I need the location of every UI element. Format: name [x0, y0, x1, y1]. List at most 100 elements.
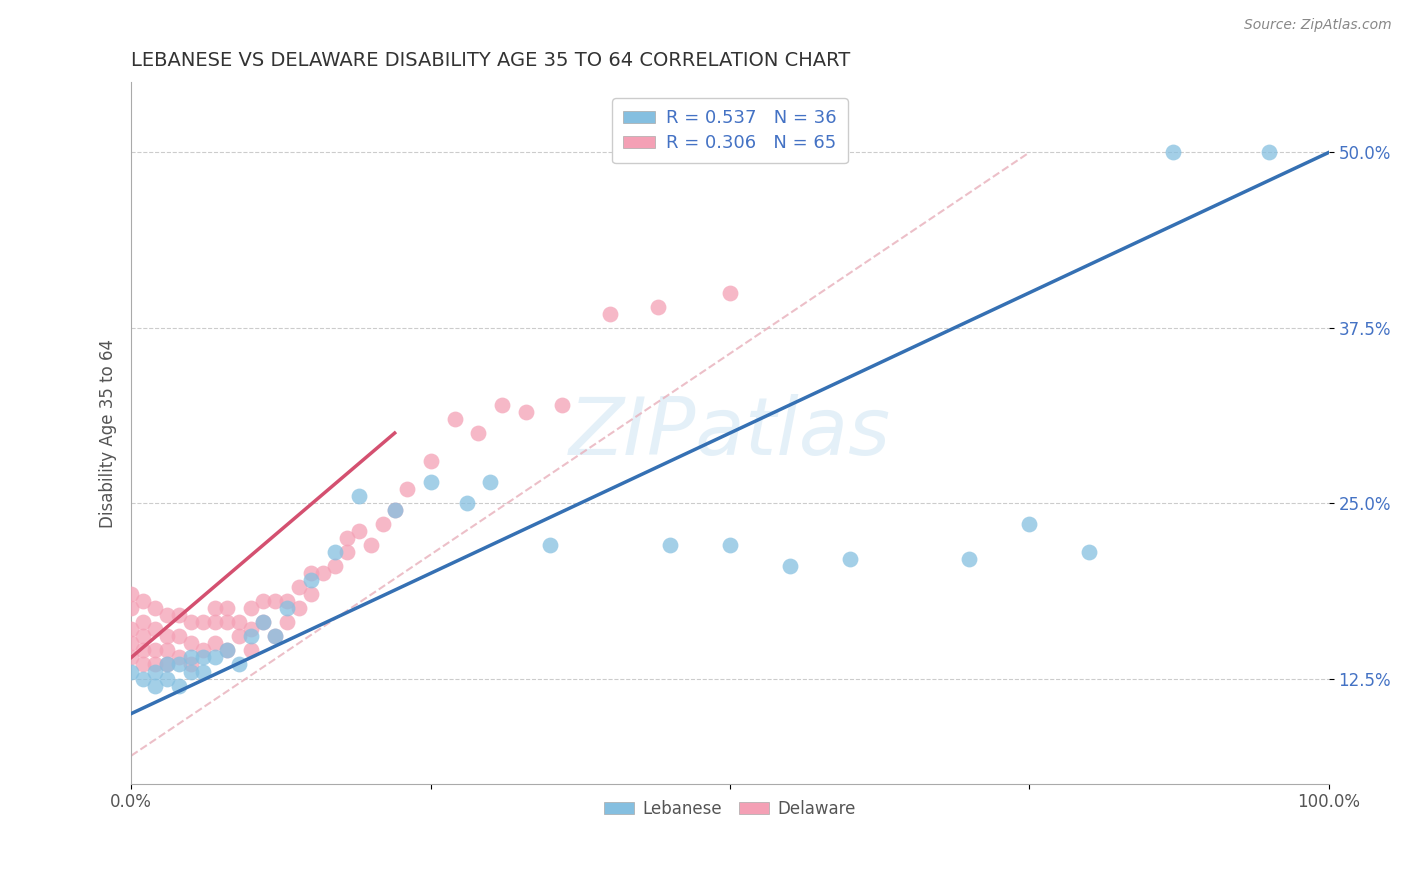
Point	[120, 665, 142, 679]
Point	[252, 594, 274, 608]
Point	[167, 608, 190, 623]
Point	[204, 650, 226, 665]
Text: Source: ZipAtlas.com: Source: ZipAtlas.com	[1244, 18, 1392, 32]
Point	[120, 623, 142, 637]
Point	[299, 574, 322, 588]
Point	[957, 552, 980, 566]
Point	[180, 650, 202, 665]
Point	[647, 300, 669, 314]
Point	[288, 580, 311, 594]
Point	[132, 615, 155, 630]
Point	[167, 679, 190, 693]
Point	[264, 594, 287, 608]
Point	[240, 630, 263, 644]
Point	[252, 615, 274, 630]
Point	[180, 665, 202, 679]
Point	[384, 503, 406, 517]
Point	[264, 630, 287, 644]
Point	[204, 615, 226, 630]
Point	[228, 657, 250, 672]
Point	[143, 601, 166, 615]
Point	[718, 538, 741, 552]
Point	[599, 307, 621, 321]
Point	[228, 630, 250, 644]
Point	[299, 566, 322, 581]
Point	[180, 636, 202, 650]
Point	[204, 601, 226, 615]
Point	[347, 489, 370, 503]
Point	[132, 657, 155, 672]
Point	[156, 630, 179, 644]
Point	[156, 608, 179, 623]
Point	[538, 538, 561, 552]
Point	[240, 623, 263, 637]
Point	[312, 566, 335, 581]
Point	[1018, 517, 1040, 532]
Point	[838, 552, 860, 566]
Point	[156, 643, 179, 657]
Point	[491, 398, 513, 412]
Point	[252, 615, 274, 630]
Point	[323, 545, 346, 559]
Point	[323, 559, 346, 574]
Point	[467, 425, 489, 440]
Point	[120, 601, 142, 615]
Point	[120, 650, 142, 665]
Point	[120, 636, 142, 650]
Point	[191, 615, 214, 630]
Point	[336, 545, 359, 559]
Point	[360, 538, 382, 552]
Point	[215, 643, 238, 657]
Point	[276, 601, 298, 615]
Point	[191, 643, 214, 657]
Point	[143, 665, 166, 679]
Text: LEBANESE VS DELAWARE DISABILITY AGE 35 TO 64 CORRELATION CHART: LEBANESE VS DELAWARE DISABILITY AGE 35 T…	[131, 51, 851, 70]
Point	[276, 615, 298, 630]
Point	[456, 496, 478, 510]
Point	[132, 672, 155, 686]
Point	[515, 405, 537, 419]
Point	[215, 643, 238, 657]
Point	[180, 615, 202, 630]
Point	[371, 517, 394, 532]
Point	[156, 657, 179, 672]
Y-axis label: Disability Age 35 to 64: Disability Age 35 to 64	[100, 339, 117, 527]
Point	[1078, 545, 1101, 559]
Point	[551, 398, 574, 412]
Point	[167, 657, 190, 672]
Point	[347, 524, 370, 539]
Point	[384, 503, 406, 517]
Point	[779, 559, 801, 574]
Point	[215, 615, 238, 630]
Point	[240, 601, 263, 615]
Point	[1161, 145, 1184, 160]
Point	[156, 657, 179, 672]
Point	[132, 643, 155, 657]
Point	[191, 650, 214, 665]
Point	[419, 454, 441, 468]
Point	[659, 538, 682, 552]
Point	[419, 475, 441, 490]
Point	[479, 475, 502, 490]
Point	[336, 531, 359, 545]
Point	[132, 594, 155, 608]
Point	[167, 630, 190, 644]
Point	[167, 650, 190, 665]
Point	[204, 636, 226, 650]
Point	[264, 630, 287, 644]
Point	[1257, 145, 1279, 160]
Point	[240, 643, 263, 657]
Point	[120, 587, 142, 601]
Legend: Lebanese, Delaware: Lebanese, Delaware	[598, 793, 862, 824]
Point	[228, 615, 250, 630]
Point	[276, 594, 298, 608]
Point	[288, 601, 311, 615]
Point	[180, 657, 202, 672]
Point	[191, 665, 214, 679]
Point	[132, 630, 155, 644]
Point	[156, 672, 179, 686]
Point	[143, 643, 166, 657]
Text: ZIPatlas: ZIPatlas	[569, 394, 891, 472]
Point	[143, 623, 166, 637]
Point	[143, 657, 166, 672]
